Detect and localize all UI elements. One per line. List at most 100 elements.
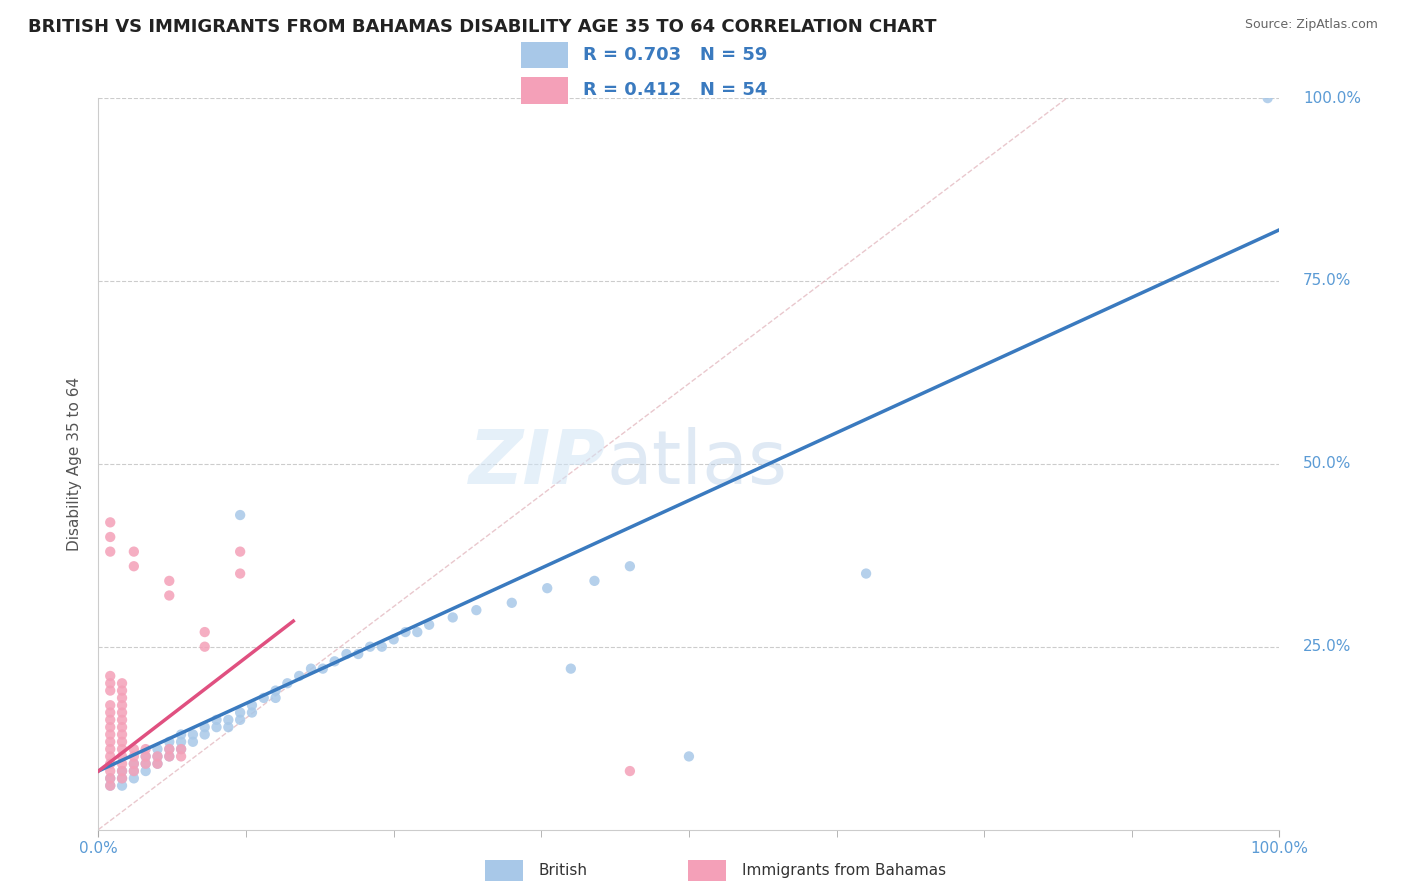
Point: [157, 735, 180, 749]
Point: [111, 749, 134, 764]
Point: [122, 764, 145, 778]
Point: [229, 508, 252, 522]
Point: [229, 544, 252, 558]
Point: [146, 756, 169, 771]
Point: [264, 690, 287, 705]
Point: [98, 764, 121, 778]
Point: [146, 742, 169, 756]
Text: Immigrants from Bahamas: Immigrants from Bahamas: [742, 863, 946, 878]
Point: [678, 749, 700, 764]
Point: [157, 742, 180, 756]
Text: 100.0%: 100.0%: [1303, 91, 1361, 105]
Point: [98, 756, 121, 771]
Text: 25.0%: 25.0%: [1303, 640, 1351, 654]
Point: [465, 603, 488, 617]
Point: [335, 647, 357, 661]
Text: 75.0%: 75.0%: [1303, 274, 1351, 288]
Point: [619, 764, 641, 778]
FancyBboxPatch shape: [520, 42, 568, 69]
Point: [122, 764, 145, 778]
Point: [619, 559, 641, 574]
Point: [229, 713, 252, 727]
Point: [418, 617, 440, 632]
Point: [111, 713, 134, 727]
Point: [170, 727, 193, 741]
Point: [312, 662, 335, 676]
Point: [98, 706, 121, 720]
Point: [146, 749, 169, 764]
FancyBboxPatch shape: [520, 78, 568, 104]
Point: [111, 706, 134, 720]
Point: [98, 772, 121, 786]
Point: [98, 669, 121, 683]
Point: [98, 713, 121, 727]
Point: [170, 735, 193, 749]
Y-axis label: Disability Age 35 to 64: Disability Age 35 to 64: [67, 376, 83, 551]
Point: [855, 566, 877, 581]
Point: [98, 735, 121, 749]
Point: [194, 640, 217, 654]
Point: [170, 742, 193, 756]
Point: [111, 772, 134, 786]
Point: [98, 749, 121, 764]
Point: [382, 632, 405, 647]
Text: Source: ZipAtlas.com: Source: ZipAtlas.com: [1244, 18, 1378, 31]
Point: [157, 574, 180, 588]
Point: [122, 772, 145, 786]
Point: [98, 676, 121, 690]
Point: [441, 610, 464, 624]
Point: [181, 727, 204, 741]
Point: [157, 749, 180, 764]
Point: [111, 698, 134, 713]
Point: [1257, 91, 1279, 105]
Point: [157, 742, 180, 756]
Point: [135, 749, 157, 764]
Point: [229, 566, 252, 581]
Point: [98, 727, 121, 741]
Point: [111, 720, 134, 734]
Point: [122, 756, 145, 771]
Point: [157, 589, 180, 603]
Point: [122, 559, 145, 574]
Text: BRITISH VS IMMIGRANTS FROM BAHAMAS DISABILITY AGE 35 TO 64 CORRELATION CHART: BRITISH VS IMMIGRANTS FROM BAHAMAS DISAB…: [28, 18, 936, 36]
Point: [181, 735, 204, 749]
Point: [146, 756, 169, 771]
Point: [406, 625, 429, 640]
Point: [111, 735, 134, 749]
Point: [98, 683, 121, 698]
Point: [135, 764, 157, 778]
Point: [217, 713, 239, 727]
Point: [98, 742, 121, 756]
Point: [122, 742, 145, 756]
Text: ZIP: ZIP: [470, 427, 606, 500]
Point: [146, 749, 169, 764]
Point: [98, 779, 121, 793]
Point: [194, 720, 217, 734]
Point: [135, 749, 157, 764]
Point: [157, 749, 180, 764]
Point: [253, 690, 276, 705]
Point: [111, 764, 134, 778]
Point: [583, 574, 606, 588]
Point: [98, 779, 121, 793]
Text: R = 0.412   N = 54: R = 0.412 N = 54: [583, 81, 768, 99]
Point: [122, 544, 145, 558]
Point: [111, 683, 134, 698]
Point: [240, 698, 263, 713]
Point: [135, 756, 157, 771]
Text: atlas: atlas: [606, 427, 787, 500]
Point: [347, 647, 370, 661]
Text: R = 0.703   N = 59: R = 0.703 N = 59: [583, 45, 768, 63]
Point: [217, 720, 239, 734]
Point: [135, 742, 157, 756]
Point: [536, 581, 558, 595]
FancyBboxPatch shape: [689, 860, 725, 881]
Point: [194, 625, 217, 640]
Text: British: British: [538, 863, 588, 878]
Point: [98, 530, 121, 544]
Point: [359, 640, 381, 654]
Point: [122, 756, 145, 771]
Point: [98, 698, 121, 713]
Point: [323, 654, 346, 668]
Point: [205, 720, 228, 734]
